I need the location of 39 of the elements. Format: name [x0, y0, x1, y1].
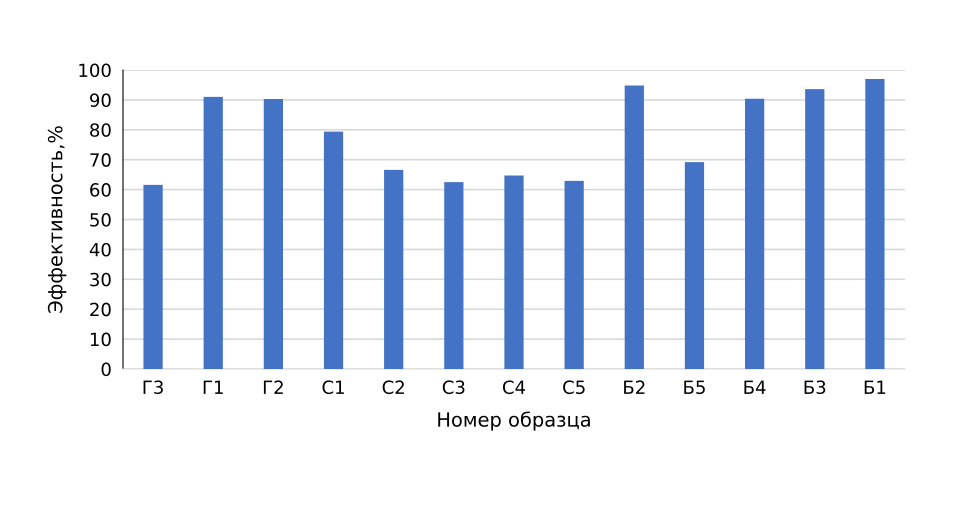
x-tick-label: Г1 — [204, 380, 223, 394]
x-axis-title: Номер образца — [438, 411, 590, 431]
x-tick-label: Б3 — [804, 380, 826, 394]
y-tick-label: 50 — [90, 212, 111, 227]
y-tick-label: 60 — [90, 183, 111, 197]
y-tick-label: 90 — [90, 93, 111, 108]
x-tick-label: С5 — [563, 380, 585, 394]
y-tick-label: 40 — [90, 242, 111, 257]
x-tick-label: Б4 — [744, 380, 766, 394]
y-tick-label: 80 — [90, 123, 111, 137]
bar — [204, 96, 223, 369]
bar — [805, 89, 824, 369]
y-axis-title: Эффективность,% — [48, 126, 66, 313]
bar — [264, 99, 284, 369]
x-tick-label: Г2 — [264, 380, 283, 394]
bar — [504, 176, 524, 369]
bar — [865, 78, 885, 369]
bar — [744, 98, 764, 369]
y-tick-label: 30 — [90, 272, 111, 286]
y-tick-label: 20 — [90, 302, 111, 316]
x-tick-label: Б1 — [864, 380, 886, 394]
y-tick-label: 70 — [90, 153, 111, 167]
y-tick-label: 100 — [79, 63, 111, 78]
bar — [564, 180, 584, 369]
x-tick-label: С3 — [442, 380, 464, 394]
bar — [624, 86, 644, 369]
y-tick-label: 10 — [90, 332, 111, 346]
bar — [143, 184, 163, 369]
bar — [324, 132, 344, 369]
bar — [384, 170, 404, 369]
x-tick-label: Г3 — [144, 380, 163, 394]
bar — [444, 182, 464, 369]
y-tick-label: 0 — [102, 362, 111, 376]
x-tick-label: С4 — [502, 380, 526, 394]
x-tick-label: С1 — [322, 380, 344, 394]
x-tick-label: Б5 — [684, 380, 705, 394]
x-tick-label: С2 — [382, 380, 404, 394]
x-tick-label: Б2 — [624, 380, 644, 394]
bar — [684, 162, 704, 369]
